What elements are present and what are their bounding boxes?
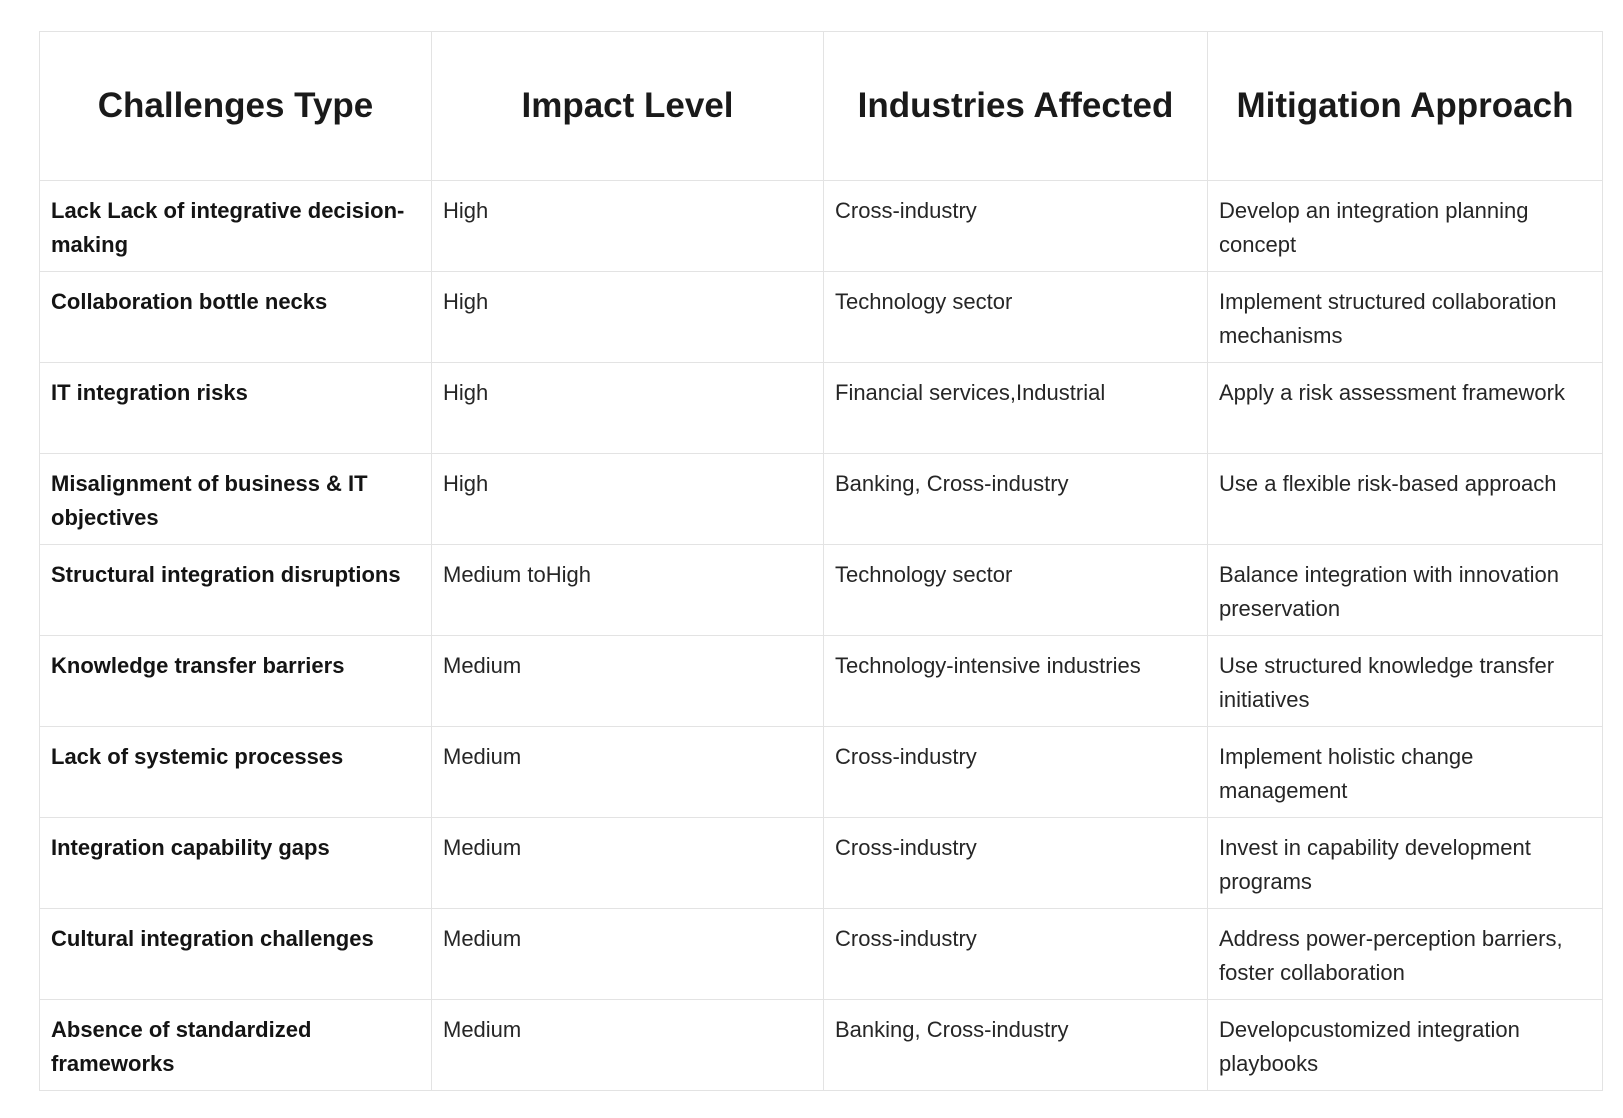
table-row: Structural integration disruptions Mediu… — [39, 544, 1603, 636]
challenges-table-container: Challenges Type Impact Level Industries … — [39, 31, 1603, 1091]
cell-impact-level: High — [431, 180, 824, 272]
cell-mitigation-approach: Invest in capability development program… — [1207, 817, 1603, 909]
cell-challenge-type: IT integration risks — [39, 362, 432, 454]
cell-industries-affected: Cross-industry — [823, 908, 1208, 1000]
cell-challenge-type: Cultural integration challenges — [39, 908, 432, 1000]
table-row: Lack of systemic processes Medium Cross-… — [39, 726, 1603, 818]
cell-impact-level: Medium — [431, 817, 824, 909]
cell-impact-level: High — [431, 271, 824, 363]
cell-mitigation-approach: Use structured knowledge transfer initia… — [1207, 635, 1603, 727]
cell-industries-affected: Banking, Cross-industry — [823, 453, 1208, 545]
challenges-table: Challenges Type Impact Level Industries … — [39, 31, 1603, 1091]
table-row: Absence of standardized frameworks Mediu… — [39, 999, 1603, 1091]
cell-mitigation-approach: Implement holistic change management — [1207, 726, 1603, 818]
cell-industries-affected: Banking, Cross-industry — [823, 999, 1208, 1091]
cell-challenge-type: Structural integration disruptions — [39, 544, 432, 636]
cell-impact-level: Medium — [431, 635, 824, 727]
cell-industries-affected: Cross-industry — [823, 726, 1208, 818]
cell-mitigation-approach: Address power-perception barriers, foste… — [1207, 908, 1603, 1000]
cell-mitigation-approach: Developcustomized integration playbooks — [1207, 999, 1603, 1091]
cell-challenge-type: Knowledge transfer barriers — [39, 635, 432, 727]
table-row: Integration capability gaps Medium Cross… — [39, 817, 1603, 909]
cell-mitigation-approach: Apply a risk assessment framework — [1207, 362, 1603, 454]
cell-mitigation-approach: Use a flexible risk-based approach — [1207, 453, 1603, 545]
header-impact-level: Impact Level — [431, 31, 824, 181]
cell-impact-level: Medium toHigh — [431, 544, 824, 636]
table-row: IT integration risks High Financial serv… — [39, 362, 1603, 454]
cell-industries-affected: Technology sector — [823, 544, 1208, 636]
table-row: Cultural integration challenges Medium C… — [39, 908, 1603, 1000]
table-row: Collaboration bottle necks High Technolo… — [39, 271, 1603, 363]
table-row: Misalignment of business & IT objectives… — [39, 453, 1603, 545]
cell-challenge-type: Integration capability gaps — [39, 817, 432, 909]
header-challenges-type: Challenges Type — [39, 31, 432, 181]
cell-impact-level: Medium — [431, 726, 824, 818]
cell-industries-affected: Technology sector — [823, 271, 1208, 363]
table-row: Knowledge transfer barriers Medium Techn… — [39, 635, 1603, 727]
cell-impact-level: Medium — [431, 908, 824, 1000]
cell-mitigation-approach: Develop an integration planning concept — [1207, 180, 1603, 272]
header-industries-affected: Industries Affected — [823, 31, 1208, 181]
cell-challenge-type: Lack Lack of integrative decision-making — [39, 180, 432, 272]
table-row: Lack Lack of integrative decision-making… — [39, 180, 1603, 272]
cell-challenge-type: Collaboration bottle necks — [39, 271, 432, 363]
cell-industries-affected: Technology-intensive industries — [823, 635, 1208, 727]
cell-mitigation-approach: Implement structured collaboration mecha… — [1207, 271, 1603, 363]
cell-impact-level: High — [431, 453, 824, 545]
cell-mitigation-approach: Balance integration with innovation pres… — [1207, 544, 1603, 636]
cell-challenge-type: Misalignment of business & IT objectives — [39, 453, 432, 545]
cell-impact-level: High — [431, 362, 824, 454]
cell-impact-level: Medium — [431, 999, 824, 1091]
header-mitigation-approach: Mitigation Approach — [1207, 31, 1603, 181]
cell-industries-affected: Cross-industry — [823, 180, 1208, 272]
cell-challenge-type: Absence of standardized frameworks — [39, 999, 432, 1091]
cell-challenge-type: Lack of systemic processes — [39, 726, 432, 818]
header-row: Challenges Type Impact Level Industries … — [39, 31, 1603, 181]
cell-industries-affected: Financial services,Industrial — [823, 362, 1208, 454]
cell-industries-affected: Cross-industry — [823, 817, 1208, 909]
